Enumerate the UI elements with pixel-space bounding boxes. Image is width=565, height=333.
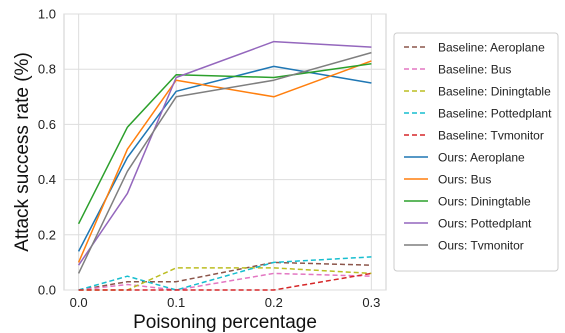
legend-label-ours-diningtable: Ours: Diningtable (438, 195, 531, 209)
series-line-baseline-pottedplant (78, 256, 372, 291)
x-tick-label: 0.3 (362, 295, 380, 310)
legend-label-ours-bus: Ours: Bus (438, 173, 491, 187)
series-lines (77, 40, 372, 291)
legend-label-ours-pottedplant: Ours: Pottedplant (438, 217, 532, 231)
y-axis-ticks: 0.0 0.2 0.4 0.6 0.8 1.0 (38, 7, 56, 298)
series-line-baseline-aeroplane (78, 261, 372, 291)
legend: Baseline: Aeroplane Baseline: Bus Baseline… (393, 32, 559, 272)
y-tick-label: 0.0 (38, 283, 56, 298)
x-tick-label: 0.1 (167, 295, 185, 310)
legend-label-baseline-diningtable: Baseline: Diningtable (438, 85, 551, 99)
y-tick-label: 0.2 (38, 227, 56, 242)
series-line-ours-pottedplant (77, 40, 372, 266)
y-tick-label: 0.4 (38, 172, 56, 187)
plot-area (63, 13, 387, 291)
series-line-baseline-tvmonitor (78, 272, 372, 291)
legend-label-baseline-bus: Baseline: Bus (438, 63, 511, 77)
legend-label-ours-tvmonitor: Ours: Tvmonitor (438, 239, 524, 253)
grid (64, 13, 386, 291)
legend-label-ours-aeroplane: Ours: Aeroplane (438, 151, 525, 165)
x-tick-label: 0.0 (70, 295, 88, 310)
series-line-ours-tvmonitor (77, 51, 372, 274)
series-line-ours-diningtable (77, 62, 372, 225)
y-tick-label: 0.8 (38, 62, 56, 77)
x-axis-label: Poisoning percentage (133, 312, 317, 333)
legend-label-baseline-tvmonitor: Baseline: Tvmonitor (438, 129, 544, 143)
x-axis-ticks: 0.0 0.1 0.2 0.3 (70, 295, 381, 310)
y-axis-label: Attack success rate (%) (12, 52, 33, 252)
legend-box (393, 32, 559, 272)
y-tick-label: 0.6 (38, 117, 56, 132)
series-line-ours-bus (77, 60, 372, 263)
legend-label-baseline-pottedplant: Baseline: Pottedplant (438, 107, 552, 121)
x-tick-label: 0.2 (265, 295, 283, 310)
legend-label-baseline-aeroplane: Baseline: Aeroplane (438, 41, 545, 55)
y-tick-label: 1.0 (38, 7, 56, 22)
